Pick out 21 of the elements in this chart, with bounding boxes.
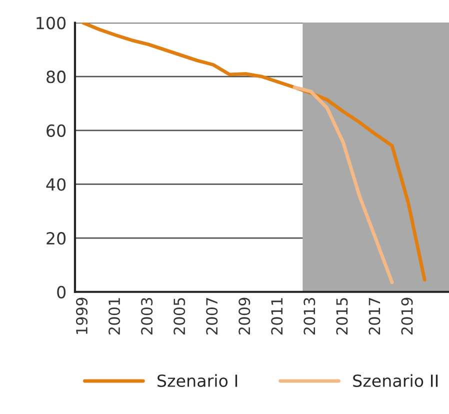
x-tick-label: 2015 xyxy=(336,298,348,334)
x-tick-label: 2001 xyxy=(108,298,120,334)
y-tick-label: 0 xyxy=(57,286,66,298)
line-series xyxy=(81,22,426,282)
x-tick-label: 1999 xyxy=(76,298,88,334)
x-tick-label: 2007 xyxy=(206,298,218,334)
y-tick-label: 100 xyxy=(36,16,66,30)
y-tick-label: 20 xyxy=(46,232,66,245)
legend-label: Szenario II xyxy=(353,374,438,388)
x-tick-label: 2019 xyxy=(401,298,413,334)
x-tick-label: 2005 xyxy=(174,298,186,334)
x-tick-label: 2009 xyxy=(238,298,250,334)
y-tick-label: 60 xyxy=(46,124,66,137)
x-tick-label: 2011 xyxy=(271,298,283,334)
x-tick-label: 2003 xyxy=(141,298,153,334)
y-tick-label: 80 xyxy=(46,70,66,84)
line-series xyxy=(292,86,394,284)
legend-label: Szenario I xyxy=(158,374,238,388)
x-tick-label: 2017 xyxy=(368,298,380,334)
y-tick-label: 40 xyxy=(46,178,66,191)
x-tick-label: 2013 xyxy=(304,298,316,334)
